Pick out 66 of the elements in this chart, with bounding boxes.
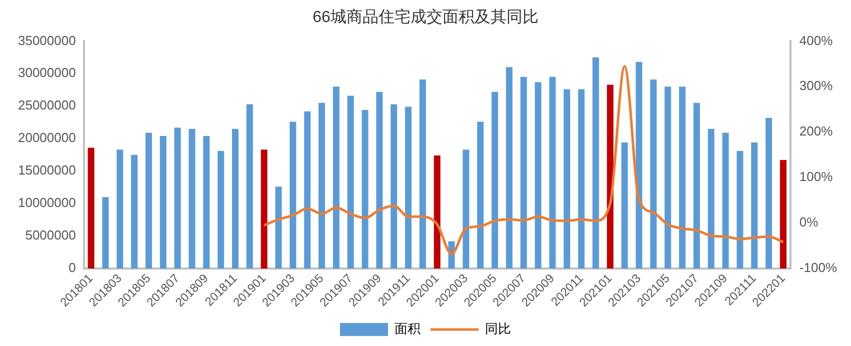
y-tick-label: 15000000 xyxy=(18,162,76,178)
bar xyxy=(434,156,440,269)
bar xyxy=(232,128,238,269)
y-tick-label: 5000000 xyxy=(25,228,76,243)
bar xyxy=(780,160,786,269)
bar xyxy=(477,122,484,269)
bar xyxy=(290,122,296,269)
bar xyxy=(636,62,642,269)
y-tick-label: 0 xyxy=(68,260,76,276)
bar xyxy=(218,150,224,269)
bar xyxy=(332,86,340,269)
bar xyxy=(275,186,282,269)
bar xyxy=(592,57,599,269)
y-tick-label: 25000000 xyxy=(18,98,76,113)
bar xyxy=(621,142,628,269)
bar xyxy=(766,118,772,269)
bar xyxy=(246,104,253,269)
bar xyxy=(564,89,570,269)
bar xyxy=(736,150,744,269)
bar xyxy=(304,111,311,269)
y2-tick-label: 100% xyxy=(799,169,834,184)
y-tick-label: 30000000 xyxy=(18,65,76,80)
bar xyxy=(188,128,196,269)
y-tick-label: 20000000 xyxy=(18,130,76,146)
bar xyxy=(102,197,109,269)
bar xyxy=(160,136,166,269)
bar xyxy=(131,154,138,269)
bar xyxy=(693,102,700,269)
y2-tick-label: -100% xyxy=(799,260,838,276)
bar xyxy=(203,136,210,269)
bar xyxy=(708,128,714,269)
bar xyxy=(492,92,498,269)
bar xyxy=(751,142,758,269)
bar xyxy=(722,132,729,269)
y2-tick-label: 300% xyxy=(799,78,834,94)
bar xyxy=(506,67,512,269)
bar xyxy=(578,89,585,269)
bar xyxy=(362,110,368,269)
bar xyxy=(145,132,152,269)
bar xyxy=(650,80,657,269)
y2-tick-label: 200% xyxy=(799,124,834,139)
bar xyxy=(534,82,542,269)
bar xyxy=(664,86,672,269)
bar xyxy=(549,76,556,269)
chart-title: 66城商品住宅成交面积及其同比 xyxy=(312,8,538,26)
bar xyxy=(405,106,412,269)
bar xyxy=(462,150,470,269)
line-series xyxy=(262,64,784,256)
bar xyxy=(376,92,383,269)
legend-label: 面积 xyxy=(394,321,420,336)
y-tick-label: 10000000 xyxy=(18,195,76,210)
bar xyxy=(679,86,686,269)
bar xyxy=(318,102,326,269)
bar xyxy=(260,150,268,269)
y-tick-label: 35000000 xyxy=(18,32,76,48)
bar xyxy=(347,96,354,269)
legend-label: 同比 xyxy=(485,321,511,336)
y2-tick-label: 0% xyxy=(799,214,819,230)
y2-tick-label: 400% xyxy=(799,32,834,48)
bar xyxy=(390,104,398,269)
bar xyxy=(419,80,426,269)
bar xyxy=(520,76,527,269)
bar xyxy=(174,128,181,269)
bar xyxy=(116,150,124,269)
bar xyxy=(88,148,94,269)
bar xyxy=(606,84,614,269)
